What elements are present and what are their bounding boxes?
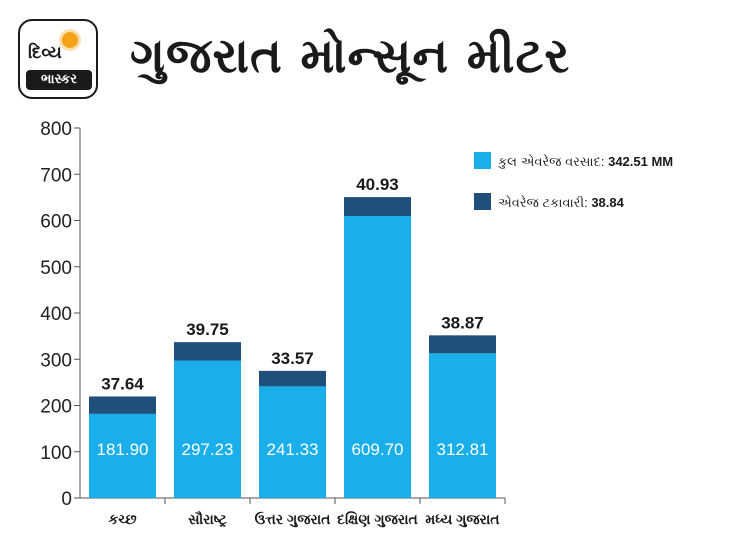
x-category-label: સૌરાષ્ટ્ર [188, 510, 227, 528]
bar-average-percent [89, 396, 156, 414]
bar-total-rainfall [174, 360, 241, 498]
x-category-label: દક્ષિણ ગુજરાત [337, 511, 418, 528]
logo-text-bottom: ભાસ્કર [26, 70, 92, 90]
bar-total-label: 297.23 [182, 440, 234, 459]
y-tick-label: 600 [40, 212, 72, 233]
legend-entry: એવરેજ ટકાવારી: 38.84 [498, 195, 625, 210]
bar-total-label: 241.33 [267, 440, 319, 459]
x-category-label: કચ્છ [108, 511, 136, 527]
bar-total-label: 609.70 [352, 440, 404, 459]
y-tick-label: 700 [40, 165, 72, 186]
bar-percent-label: 39.75 [186, 320, 229, 339]
chart-bars: 181.90 37.64 297.23 39.75 241.33 33.57 609.70 4… [89, 175, 496, 499]
x-category-label: મધ્ય ગુજરાત [425, 511, 499, 528]
logo-text-top: દિવ્ય [28, 43, 62, 63]
bar-average-percent [344, 197, 411, 217]
y-tick-label: 300 [40, 350, 72, 371]
legend-label: કુલ એવરેજ વરસાદ: [497, 154, 608, 169]
chart-axes: 0 100 200 300 400 500 600 700 800 કચ્છ સૌરાષ્ટ્ર ઉત… [40, 119, 506, 528]
bar-average-percent [429, 335, 496, 354]
bar-percent-label: 33.57 [271, 349, 314, 368]
y-tick-label: 800 [40, 119, 72, 140]
bar-percent-label: 38.87 [441, 313, 484, 332]
divya-bhaskar-logo: દિવ્ય ભાસ્કર [18, 19, 98, 99]
bar-average-percent [259, 370, 326, 387]
bar-percent-label: 40.93 [356, 175, 399, 194]
page-title: ગુજરાત મોન્સૂન મીટર [130, 28, 571, 84]
y-tick-label: 100 [40, 443, 72, 464]
legend-value: 342.51 MM [608, 154, 673, 169]
chart-legend: કુલ એવરેજ વરસાદ: 342.51 MM એવરેજ ટકાવારી:… [474, 152, 673, 210]
bar-total-rainfall [344, 216, 411, 499]
legend-swatch [474, 193, 491, 210]
bar-percent-label: 37.64 [101, 374, 144, 393]
bar-total-rainfall [429, 353, 496, 498]
bar-total-rainfall [259, 386, 326, 498]
y-tick-label: 0 [61, 489, 72, 510]
legend-swatch [474, 152, 491, 169]
bar-total-label: 312.81 [437, 440, 489, 459]
bar-average-percent [174, 342, 241, 361]
bar-total-rainfall [89, 413, 156, 498]
bar-total-label: 181.90 [97, 440, 149, 459]
legend-label: એવરેજ ટકાવારી: [498, 195, 591, 210]
y-tick-label: 500 [40, 258, 72, 279]
x-category-label: ઉત્તર ગુજરાત [255, 511, 331, 528]
y-tick-label: 200 [40, 397, 72, 418]
sun-icon [62, 32, 78, 48]
legend-entry: કુલ એવરેજ વરસાદ: 342.51 MM [497, 154, 673, 169]
legend-value: 38.84 [591, 195, 624, 210]
y-tick-label: 400 [40, 304, 72, 325]
